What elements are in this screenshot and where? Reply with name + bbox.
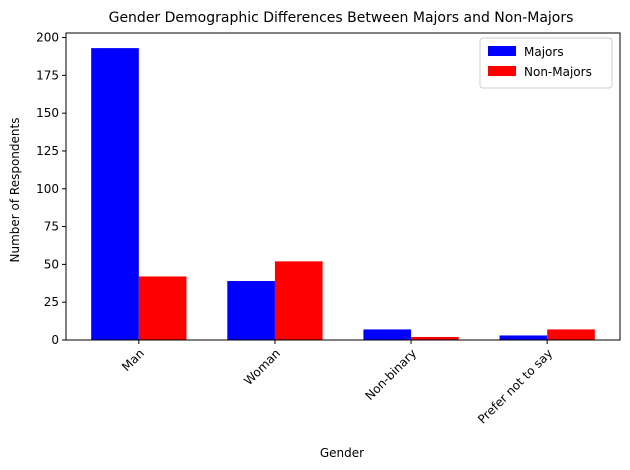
x-tick-label: Non-binary: [362, 346, 419, 403]
legend-label: Non-Majors: [524, 65, 592, 79]
y-tick-label: 125: [36, 144, 59, 158]
bar-majors-non-binary: [363, 329, 412, 340]
y-tick-label: 175: [36, 68, 59, 82]
y-axis-ticks: 0 25 50 75 100 125 150 175 200: [36, 31, 66, 347]
plot-frame: [65, 32, 621, 341]
bar-non-majors-woman: [274, 261, 323, 340]
x-tick-label: Woman: [241, 346, 283, 388]
bar-non-majors-prefer-not-to-say: [547, 329, 595, 340]
bar-non-majors-man: [138, 276, 187, 340]
bar-majors-woman: [227, 281, 275, 340]
y-tick-label: 200: [36, 31, 59, 45]
x-tick-label: Prefer not to say: [475, 346, 555, 426]
y-tick-label: 0: [51, 333, 59, 347]
bar-majors-man: [91, 48, 139, 340]
x-axis-label: Gender: [320, 446, 364, 460]
x-tick-label: Man: [119, 346, 147, 374]
y-axis-label: Number of Respondents: [8, 118, 22, 263]
legend-swatch: [488, 46, 516, 56]
x-axis-ticks: Man Woman Non-binary Prefer not to say: [119, 340, 555, 426]
legend-swatch: [488, 66, 516, 76]
legend: Majors Non-Majors: [479, 37, 613, 89]
chart-title: Gender Demographic Differences Between M…: [109, 10, 574, 26]
y-tick-label: 100: [36, 182, 59, 196]
bar-non-majors-non-binary: [411, 336, 459, 340]
bars-group: [91, 48, 595, 340]
legend-label: Majors: [524, 45, 564, 59]
y-tick-label: 150: [36, 106, 59, 120]
bar-majors-prefer-not-to-say: [499, 335, 548, 340]
y-tick-label: 50: [44, 257, 59, 271]
y-tick-label: 75: [44, 220, 59, 234]
y-tick-label: 25: [44, 295, 59, 309]
